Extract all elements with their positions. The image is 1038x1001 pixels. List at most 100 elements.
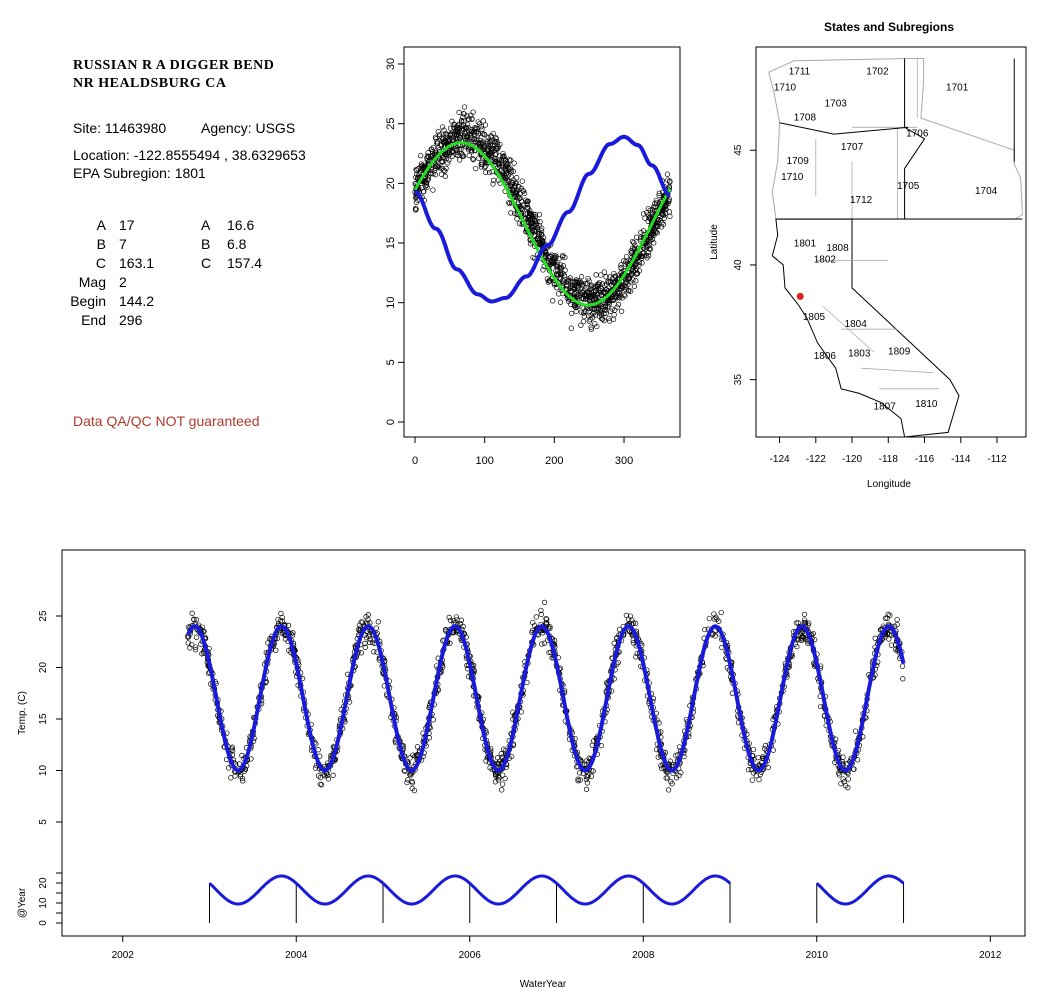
param-value-a: 17 (119, 217, 135, 233)
annual-data-point (561, 272, 568, 279)
annual-y-tick-label: 15 (385, 237, 397, 249)
annual-data-point (557, 261, 563, 268)
annual-data-point (573, 308, 579, 315)
annual-data-point (633, 278, 639, 284)
annual-data-point (629, 238, 636, 245)
annual-data-point (413, 206, 419, 212)
annual-data-point (557, 271, 564, 277)
annual-data-point (544, 276, 551, 282)
annual-data-point (537, 219, 543, 225)
annual-data-point (536, 211, 543, 218)
annual-data-point (524, 211, 530, 217)
annual-data-point (503, 175, 509, 181)
annual-data-point (430, 187, 436, 193)
annual-data-point (646, 242, 653, 249)
annual-data-point (586, 313, 592, 319)
annual-data-point (476, 155, 482, 161)
annual-data-point (615, 301, 622, 308)
annual-data-point (626, 288, 632, 294)
annual-data-point (598, 272, 604, 278)
annual-data-point (609, 282, 615, 289)
annual-data-point (571, 302, 578, 308)
annual-data-point (495, 164, 501, 171)
annual-data-point (419, 165, 426, 171)
annual-data-point (588, 326, 595, 332)
annual-data-point (568, 310, 575, 317)
param-value-mag: 2 (119, 274, 127, 290)
annual-data-point (626, 275, 632, 282)
annual-data-point (432, 171, 439, 178)
annual-data-point (490, 181, 496, 187)
annual-data-point (441, 167, 447, 173)
epa-subregion: EPA Subregion: 1801 (73, 165, 206, 181)
annual-data-point (426, 154, 432, 161)
annual-data-point (589, 306, 595, 312)
annual-data-point (482, 122, 489, 128)
annual-data-point (545, 279, 551, 285)
annual-data-point (534, 218, 540, 224)
annual-data-point (568, 278, 574, 284)
annual-data-point (642, 215, 648, 221)
annual-data-point (644, 255, 650, 261)
annual-data-point (530, 254, 536, 261)
annual-data-point (490, 177, 497, 183)
annual-data-point (466, 125, 472, 131)
annual-data-point (645, 249, 652, 256)
annual-data-point (413, 195, 419, 201)
annual-y-tick-label: 0 (385, 419, 397, 425)
param-label-b2: B (201, 236, 211, 252)
annual-data-point (446, 157, 452, 163)
annual-data-point (425, 174, 431, 180)
site-id: Site: 11463980 (73, 120, 167, 136)
annual-data-point (623, 253, 630, 260)
annual-data-point (588, 324, 594, 330)
location: Location: -122.8555494 , 38.6329653 (73, 147, 306, 163)
annual-data-point (580, 318, 587, 325)
annual-data-point (659, 220, 665, 226)
annual-data-point (517, 195, 523, 201)
site-title-line1: RUSSIAN R A DIGGER BEND (73, 58, 275, 73)
annual-data-point (443, 130, 449, 137)
annual-data-point (456, 157, 463, 163)
annual-data-point (585, 275, 591, 282)
annual-data-point (444, 150, 450, 156)
annual-data-point (428, 154, 434, 160)
annual-data-point (605, 278, 611, 285)
annual-data-point (560, 254, 566, 260)
annual-data-point (581, 308, 588, 315)
annual-data-point (524, 216, 531, 223)
param-label-a2: A (201, 217, 211, 233)
annual-data-point (433, 136, 439, 142)
annual-data-point (442, 168, 448, 174)
annual-x-tick-label: 200 (545, 455, 563, 467)
annual-data-point (664, 171, 671, 177)
annual-data-point (507, 165, 513, 171)
annual-data-point (485, 135, 491, 141)
annual-x-tick-label: 0 (412, 455, 418, 467)
annual-data-point (502, 174, 508, 180)
annual-data-point (418, 153, 424, 159)
annual-data-point (661, 215, 667, 222)
annual-data-point (525, 205, 531, 211)
annual-data-point (484, 141, 491, 147)
annual-data-point (499, 162, 506, 168)
annual-data-point (470, 109, 476, 115)
annual-data-point (568, 325, 574, 331)
annual-data-point (480, 118, 486, 124)
annual-data-point (456, 109, 462, 116)
annual-data-point (591, 296, 597, 303)
annual-data-point (598, 312, 605, 319)
annual-data-point (493, 158, 500, 164)
param-value-b: 7 (119, 236, 127, 252)
annual-data-point (472, 126, 478, 133)
annual-y-tick-label: 25 (385, 118, 397, 130)
annual-data-point (601, 269, 607, 275)
annual-data-point (512, 210, 518, 217)
annual-data-point (625, 275, 631, 281)
annual-points (412, 104, 673, 332)
annual-data-point (478, 164, 485, 170)
annual-data-point (574, 279, 581, 286)
annual-data-point (439, 159, 446, 165)
annual-data-point (593, 295, 599, 302)
